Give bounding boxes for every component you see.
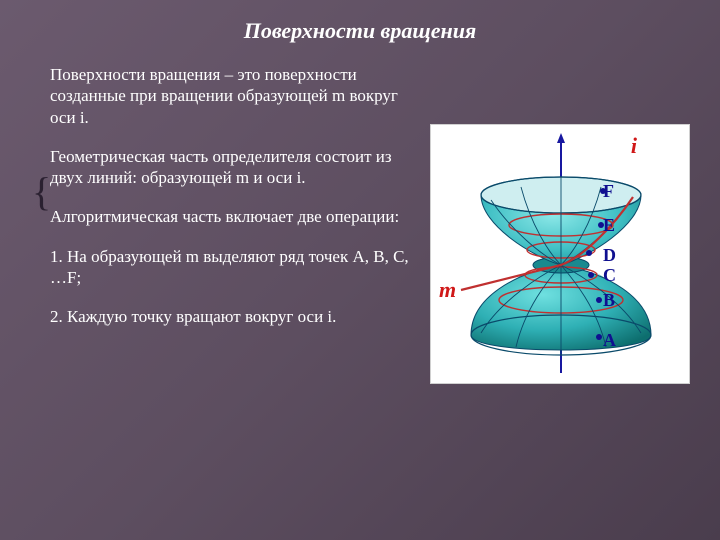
- text-column: Поверхности вращения – это поверхности с…: [50, 64, 410, 384]
- content-row: Поверхности вращения – это поверхности с…: [0, 54, 720, 384]
- point-label-f: F: [603, 181, 614, 202]
- point-label-b: B: [603, 290, 615, 311]
- point-label-c: C: [603, 265, 616, 286]
- hyperboloid-svg: [431, 125, 691, 385]
- paragraph-step1: 1. На образующей m выделяют ряд точек A,…: [50, 246, 410, 289]
- paragraph-definition: Поверхности вращения – это поверхности с…: [50, 64, 410, 128]
- point-label-e: E: [603, 215, 615, 236]
- paragraph-geometric: Геометрическая часть определителя состои…: [50, 146, 410, 189]
- point-label-d: D: [603, 245, 616, 266]
- paragraph-step2: 2. Каждую точку вращают вокруг оси i.: [50, 306, 410, 327]
- page-title: Поверхности вращения: [0, 0, 720, 54]
- rotation-surface-figure: i m F E D C B A: [430, 124, 690, 384]
- axis-i-label: i: [631, 133, 637, 159]
- paragraph-algorithmic: Алгоритмическая часть включает две опера…: [50, 206, 410, 227]
- decorative-brace: {: [32, 168, 51, 215]
- point-label-a: A: [603, 330, 616, 351]
- generatrix-m-label: m: [439, 277, 456, 303]
